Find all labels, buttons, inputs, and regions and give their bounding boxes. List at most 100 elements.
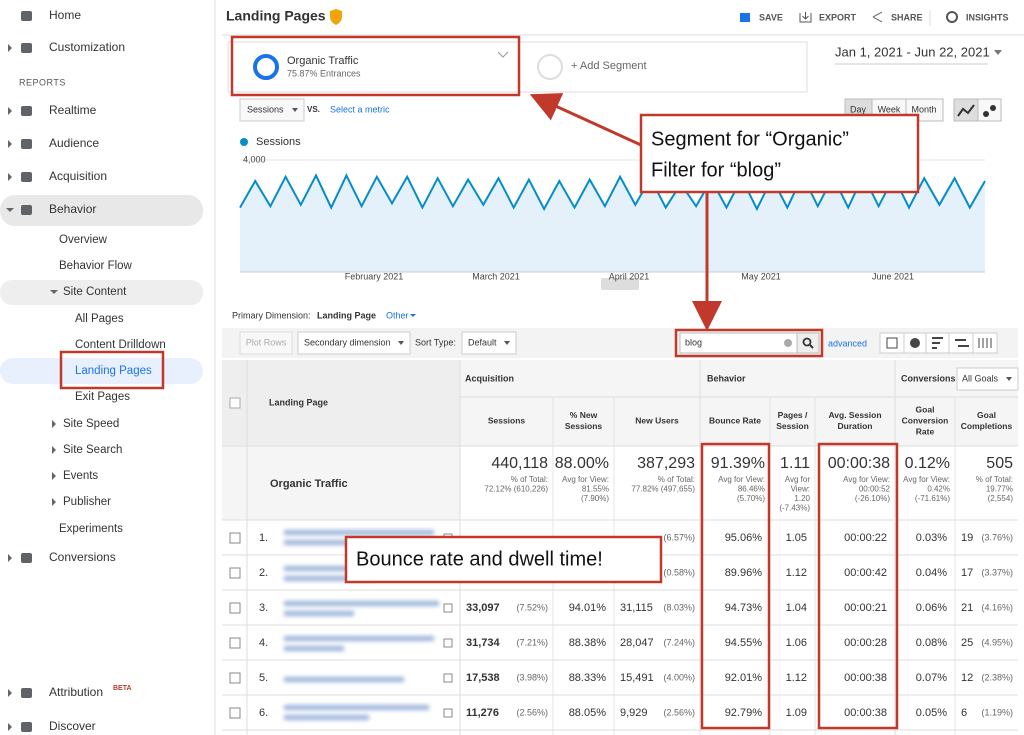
row-index: 6.: [259, 707, 268, 719]
motion-chart-toggle[interactable]: [977, 98, 1002, 122]
nav-item[interactable]: Experiments: [59, 523, 123, 535]
insights-button[interactable]: INSIGHTS: [966, 12, 1009, 22]
cell-value: 92.79%: [725, 707, 763, 719]
cell-value: 15,491: [620, 672, 654, 684]
arrow: [529, 93, 642, 147]
nav-item[interactable]: Home: [49, 8, 81, 22]
x-tick-label: June 2021: [872, 271, 914, 281]
share-button[interactable]: SHARE: [891, 12, 923, 22]
icon: [886, 337, 898, 349]
cell-value: 00:00:22: [844, 532, 887, 544]
primary-dimension[interactable]: Landing Page: [317, 310, 376, 320]
icon: [990, 105, 996, 111]
search-button[interactable]: [796, 332, 820, 354]
nav-item[interactable]: Behavior: [49, 202, 96, 216]
expander: [8, 107, 12, 115]
nav-item[interactable]: Site Content: [63, 286, 127, 298]
nav-item[interactable]: Site Search: [63, 444, 122, 456]
nav-item[interactable]: Realtime: [49, 103, 97, 117]
nav-icon: [21, 106, 32, 116]
add-segment[interactable]: + Add Segment: [571, 60, 647, 72]
line-chart-toggle[interactable]: [953, 98, 979, 122]
row-checkbox[interactable]: [229, 637, 241, 649]
chart-scroll-tab[interactable]: [601, 278, 639, 290]
row-checkbox[interactable]: [229, 532, 241, 544]
nav-item[interactable]: Publisher: [63, 496, 111, 508]
advanced-link[interactable]: advanced: [828, 338, 867, 348]
period-label: Month: [911, 104, 936, 114]
nav-item[interactable]: Exit Pages: [75, 391, 130, 403]
nav-item[interactable]: Behavior Flow: [59, 260, 133, 272]
icon: [809, 344, 814, 349]
caret: [398, 341, 404, 345]
nav-item[interactable]: Content Drilldown: [75, 339, 166, 351]
row-checkbox[interactable]: [229, 602, 241, 614]
nav-item[interactable]: All Pages: [75, 313, 124, 325]
column-header: Avg. Session: [828, 410, 881, 420]
total-note: (2,554): [988, 494, 1014, 503]
cell-pct: (3.76%): [981, 532, 1013, 542]
expander: [8, 173, 12, 181]
save-button[interactable]: SAVE: [759, 12, 783, 22]
cell-value: 1.06: [786, 637, 807, 649]
highlight-box: [59, 350, 165, 390]
date-range[interactable]: Jan 1, 2021 - Jun 22, 2021: [835, 44, 990, 59]
select-all[interactable]: [229, 397, 241, 409]
cell-value: 28,047: [620, 637, 654, 649]
callout-box: [639, 113, 920, 194]
select-metric[interactable]: Select a metric: [330, 104, 390, 114]
nav-item[interactable]: Audience: [49, 136, 99, 150]
goal-select[interactable]: [956, 367, 1019, 391]
nav-item[interactable]: Overview: [59, 234, 108, 246]
total-value: 387,293: [637, 455, 695, 472]
sort-type-select[interactable]: [461, 331, 517, 355]
column-header: Rate: [916, 426, 935, 436]
segment-chevron[interactable]: [497, 51, 509, 58]
total-value: 88.00%: [555, 455, 609, 472]
cell-value: 94.55%: [725, 637, 763, 649]
cell-value: 1.12: [786, 672, 807, 684]
row-checkbox[interactable]: [229, 567, 241, 579]
highlight-box: [674, 328, 824, 358]
total-value: 440,118: [491, 455, 548, 472]
segment-name[interactable]: Organic Traffic: [287, 55, 359, 67]
clear-search[interactable]: [784, 339, 792, 347]
caret: [1006, 377, 1012, 381]
plot-rows-button[interactable]: [239, 331, 293, 355]
cell-value: 94.73%: [725, 602, 763, 614]
row-checkbox[interactable]: [229, 707, 241, 719]
page-title: Landing Pages: [226, 8, 326, 24]
cell-value: 89.96%: [725, 567, 763, 579]
row-link-icon: [443, 603, 453, 613]
total-note: Avg for View:: [718, 475, 765, 484]
export-button[interactable]: EXPORT: [819, 12, 857, 22]
search-text: blog: [685, 337, 702, 347]
secondary-dimension-select[interactable]: [297, 331, 411, 355]
nav-item[interactable]: Attribution: [49, 685, 103, 699]
nav-item[interactable]: Site Speed: [63, 418, 119, 430]
totals-label: Organic Traffic: [270, 478, 348, 490]
row-link-icon: [443, 708, 453, 718]
cell-value: 17: [961, 567, 973, 579]
cell-value: 00:00:21: [844, 602, 887, 614]
nav-item[interactable]: Conversions: [49, 550, 116, 564]
total-note: % of Total:: [511, 475, 548, 484]
cell-value: 6: [961, 707, 967, 719]
group-header: Behavior: [707, 373, 746, 383]
row-link-icon: [443, 638, 453, 648]
nav-item[interactable]: Events: [63, 470, 98, 482]
nav-item[interactable]: Customization: [49, 40, 125, 54]
metric-select[interactable]: [239, 98, 305, 122]
total-value: 91.39%: [711, 455, 765, 472]
nav-icon: [21, 688, 32, 698]
row-checkbox[interactable]: [229, 672, 241, 684]
highlight-box: [817, 442, 899, 730]
nav-item[interactable]: Discover: [49, 719, 96, 733]
nav-icon: [21, 11, 32, 21]
vs-label: VS.: [307, 105, 320, 114]
nav-item[interactable]: Acquisition: [49, 169, 107, 183]
date-caret: [994, 50, 1002, 55]
nav-item[interactable]: Landing Pages: [75, 365, 152, 377]
secondary-dimension-label: Secondary dimension: [304, 337, 391, 347]
other-dimension[interactable]: Other: [386, 310, 409, 320]
